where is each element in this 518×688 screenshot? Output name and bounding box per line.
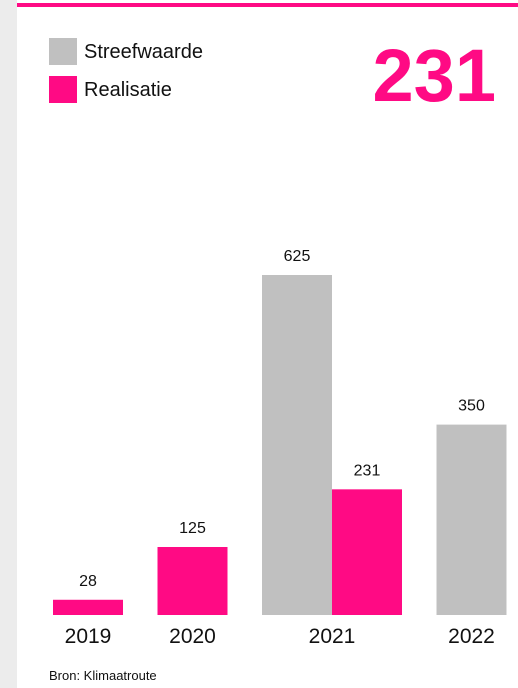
legend-label: Streefwaarde (84, 41, 203, 63)
legend-label: Realisatie (84, 79, 172, 101)
x-tick-label: 2019 (65, 625, 112, 648)
top-rule (17, 3, 518, 7)
value-label: 350 (458, 398, 485, 415)
x-tick-label: 2022 (448, 625, 495, 648)
bar (157, 547, 228, 615)
x-tick-label: 2021 (309, 625, 356, 648)
value-label: 125 (179, 520, 206, 537)
value-label: 231 (354, 462, 381, 479)
legend-swatch (49, 76, 77, 103)
bar (436, 424, 507, 615)
bar (53, 599, 123, 615)
value-label: 28 (79, 573, 97, 590)
headline-value: 231 (373, 34, 496, 117)
value-label: 625 (284, 248, 311, 265)
bar (332, 489, 402, 615)
source: Bron: Klimaatroute (49, 668, 157, 683)
x-tick-label: 2020 (169, 625, 216, 648)
side-strip (0, 0, 17, 688)
bar (262, 275, 332, 615)
legend-swatch (49, 38, 77, 65)
